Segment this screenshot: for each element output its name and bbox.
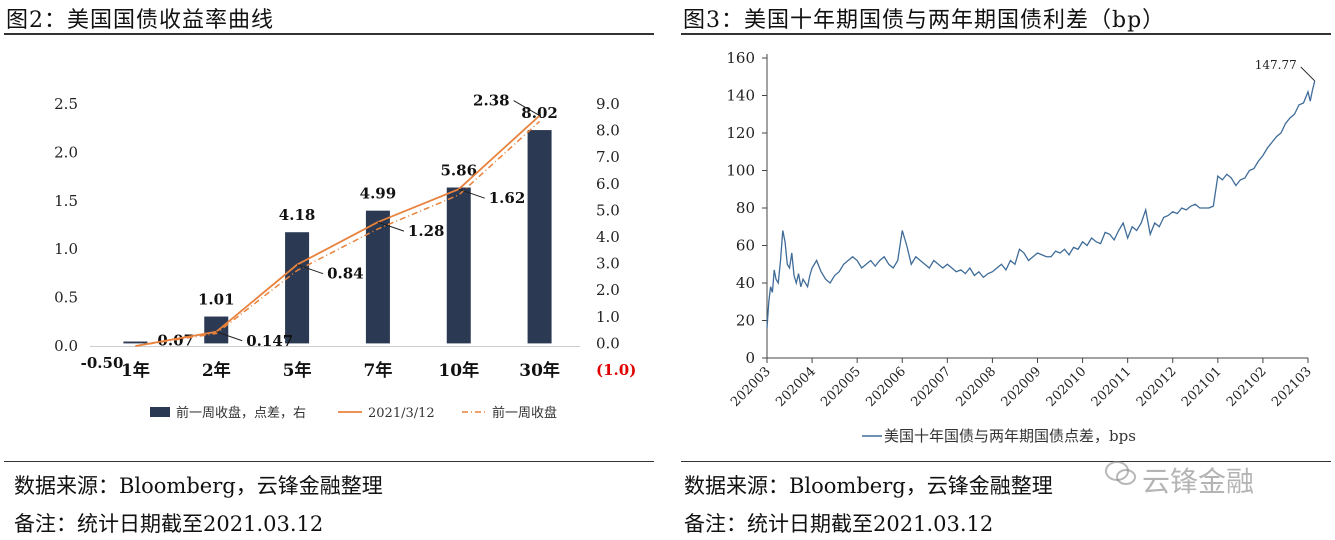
right-axis-tick: 4.0 (596, 228, 620, 246)
x-axis-tick: 202011 (1089, 364, 1135, 410)
right-note-text: 备注：统计日期截至2021.03.12 (684, 512, 994, 536)
x-axis-tick: 202102 (1224, 364, 1270, 410)
left-axis-tick: 2.0 (54, 143, 78, 161)
bar-value-label: 4.18 (279, 206, 316, 224)
left-title-rule (4, 33, 654, 35)
x-axis-tick: 202005 (818, 364, 864, 410)
spread-line (766, 80, 1316, 329)
left-footer-rule (4, 461, 654, 462)
y-axis-tick: 20 (736, 312, 755, 330)
line-label-leader (458, 188, 485, 199)
right-axis-tick: 7.0 (596, 148, 620, 166)
bar-5年 (285, 232, 310, 344)
right-axis-tick: 5.0 (596, 201, 620, 219)
y-axis-tick: 80 (736, 199, 755, 217)
x-category-label: 7年 (363, 360, 392, 381)
x-axis-tick: 202101 (1179, 364, 1225, 410)
bar-value-label: 5.86 (440, 162, 477, 180)
right-axis-tick: 9.0 (596, 95, 620, 113)
line-value-label: 2.38 (473, 92, 510, 110)
left-note-text: 备注：统计日期截至2021.03.12 (14, 512, 324, 536)
bar-30年 (527, 130, 552, 344)
y-axis-tick: 0 (745, 349, 755, 367)
y-axis-tick: 120 (726, 124, 755, 142)
watermark-text: 云锋金融 (1142, 465, 1255, 498)
right-axis-tick: 0.0 (596, 334, 620, 352)
x-axis-tick: 202012 (1134, 364, 1180, 410)
bar-value-label: 1.01 (198, 291, 235, 309)
line-value-label: 1.62 (489, 189, 526, 207)
x-category-label: 5年 (283, 360, 312, 381)
right-axis-tick: 2.0 (596, 281, 620, 299)
bar-value-label: 4.99 (360, 185, 397, 203)
right-axis-tick: 3.0 (596, 255, 620, 273)
x-axis-tick: 202103 (1269, 364, 1315, 410)
line-label-leader (513, 100, 540, 117)
bar-value-label: 0.07 (157, 332, 194, 350)
right-axis-tick: 8.0 (596, 122, 620, 140)
right-axis-tick: 1.0 (596, 308, 620, 326)
right-axis-tick: (1.0) (596, 361, 636, 379)
x-category-label: 2年 (202, 360, 231, 381)
x-axis-tick: 202003 (728, 364, 774, 410)
annotation-leader (1300, 66, 1316, 82)
bar-7年 (365, 210, 390, 344)
left-axis-tick: 2.5 (54, 95, 78, 113)
line-value-label: 0.147 (246, 332, 293, 350)
x-axis-tick: 202008 (954, 364, 1000, 410)
y-axis-tick: 100 (726, 162, 755, 180)
bar-value-label: 8.02 (521, 104, 558, 122)
y-axis-tick: 40 (736, 274, 755, 292)
right-footer-rule (681, 461, 1331, 462)
wechat-icon (1105, 461, 1136, 485)
line-value-label: 0.84 (327, 265, 364, 283)
left-chart-title: 图2：美国国债收益率曲线 (6, 8, 274, 33)
x-category-label: 1年 (121, 360, 150, 381)
right-chart-title: 图3：美国十年期国债与两年期国债利差（bp） (683, 8, 1166, 33)
line-label-leader (296, 264, 324, 275)
x-axis-tick: 202009 (999, 364, 1045, 410)
legend-line-label: 2021/3/12 (368, 406, 435, 421)
right-source-text: 数据来源：Bloomberg，云锋金融整理 (684, 474, 1053, 498)
legend-dashed-label: 前一周收盘 (492, 405, 557, 421)
line-label-leader (216, 331, 243, 342)
x-axis-tick: 202010 (1044, 364, 1090, 410)
x-axis-tick: 202007 (908, 364, 954, 410)
bar-10年 (446, 187, 471, 344)
left-source-text: 数据来源：Bloomberg，云锋金融整理 (14, 474, 383, 498)
legend-label: 美国十年国债与两年期国债点差，bps (884, 427, 1136, 445)
x-category-label: 30年 (519, 360, 560, 381)
legend-bar-label: 前一周收盘，点差，右 (176, 405, 306, 421)
line-prev-week (135, 120, 541, 347)
annotation-label: 147.77 (1255, 58, 1297, 72)
left-axis-tick: 1.0 (54, 240, 78, 258)
yield-curve-chart: 0.0 0.5 1.0 1.5 2.0 2.5 (1.0) 0.0 1.0 2.0 3.0 4.0 5.… (54, 92, 636, 421)
line-value-label: -0.50 (81, 354, 124, 372)
line-value-label: 1.28 (408, 222, 445, 240)
left-axis-tick: 1.5 (54, 192, 78, 210)
bar-1年 (123, 341, 148, 344)
line-2021-3-12 (135, 114, 541, 347)
right-title-rule (681, 33, 1331, 35)
y-axis-tick: 60 (736, 237, 755, 255)
left-axis-tick: 0.5 (54, 289, 78, 307)
line-label-leader (377, 221, 405, 232)
x-axis-tick: 202006 (863, 364, 909, 410)
y-axis-tick: 140 (726, 87, 755, 105)
left-axis-tick: 0.0 (54, 337, 78, 355)
bar-2年 (204, 316, 229, 344)
legend-bar-swatch (150, 407, 170, 417)
y-axis-tick: 160 (726, 49, 755, 67)
x-category-label: 10年 (438, 360, 479, 381)
right-axis-tick: 6.0 (596, 175, 620, 193)
x-axis-tick: 202004 (773, 364, 819, 410)
